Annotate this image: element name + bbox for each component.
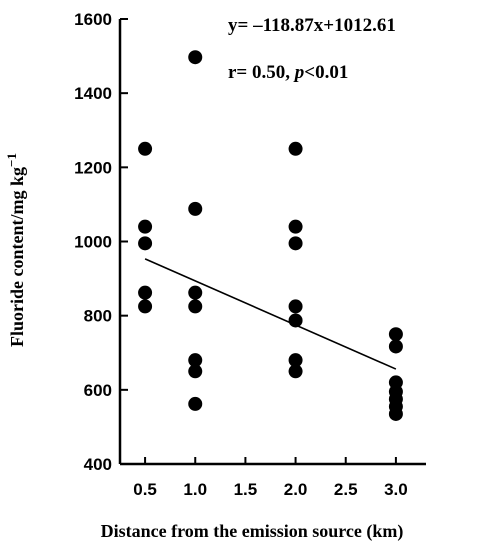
data-point	[288, 299, 303, 314]
data-point	[288, 313, 303, 328]
regression-line-group	[144, 258, 397, 370]
data-point	[188, 353, 203, 368]
axes	[118, 19, 426, 466]
data-point	[288, 236, 303, 251]
y-tick-label: 800	[84, 307, 112, 326]
data-point	[188, 299, 203, 314]
data-point	[138, 285, 153, 300]
y-axis-title-text: Fluoride content/mg kg	[7, 167, 27, 347]
x-tick-label: 3.0	[384, 480, 408, 499]
y-tick-label: 1000	[74, 233, 112, 252]
correlation-stats: r= 0.50, p<0.01	[228, 62, 348, 83]
y-tick-label: 1600	[74, 10, 112, 29]
y-axis-title-exponent: −1	[4, 153, 19, 167]
x-axis-ticks: 0.5 1.0 1.5 2.0 2.5 3.0	[133, 457, 408, 499]
data-point	[288, 364, 303, 379]
data-points	[138, 50, 403, 421]
data-point	[388, 406, 403, 421]
data-point	[188, 364, 203, 379]
data-point	[288, 219, 303, 234]
p-value: <0.01	[304, 62, 348, 83]
data-point	[188, 50, 203, 65]
y-axis-title: Fluoride content/mg kg−1	[4, 153, 27, 347]
p-symbol: p	[293, 62, 305, 83]
regression-equation: y= –118.87x+1012.61	[228, 15, 396, 36]
data-point	[388, 339, 403, 354]
x-tick-label: 1.0	[183, 480, 207, 499]
regression-line	[144, 258, 397, 370]
data-point	[188, 396, 203, 411]
data-point	[138, 236, 153, 251]
data-point	[188, 201, 203, 216]
y-tick-label: 1200	[74, 158, 112, 177]
data-point	[288, 353, 303, 368]
y-tick-label: 600	[84, 381, 112, 400]
y-axis-ticks: 400 600 800 1000 1200 1400 1600	[74, 10, 128, 474]
y-tick-label: 400	[84, 455, 112, 474]
x-tick-label: 0.5	[133, 480, 157, 499]
y-tick-label: 1400	[74, 84, 112, 103]
x-tick-label: 1.5	[234, 480, 258, 499]
x-tick-label: 2.5	[334, 480, 358, 499]
data-point	[288, 141, 303, 156]
data-point	[138, 299, 153, 314]
x-tick-label: 2.0	[284, 480, 308, 499]
r-value: r= 0.50,	[228, 62, 295, 83]
data-point	[388, 327, 403, 342]
x-axis-title: Distance from the emission source (km)	[101, 521, 404, 542]
data-point	[138, 141, 153, 156]
data-point	[188, 285, 203, 300]
data-point	[138, 219, 153, 234]
